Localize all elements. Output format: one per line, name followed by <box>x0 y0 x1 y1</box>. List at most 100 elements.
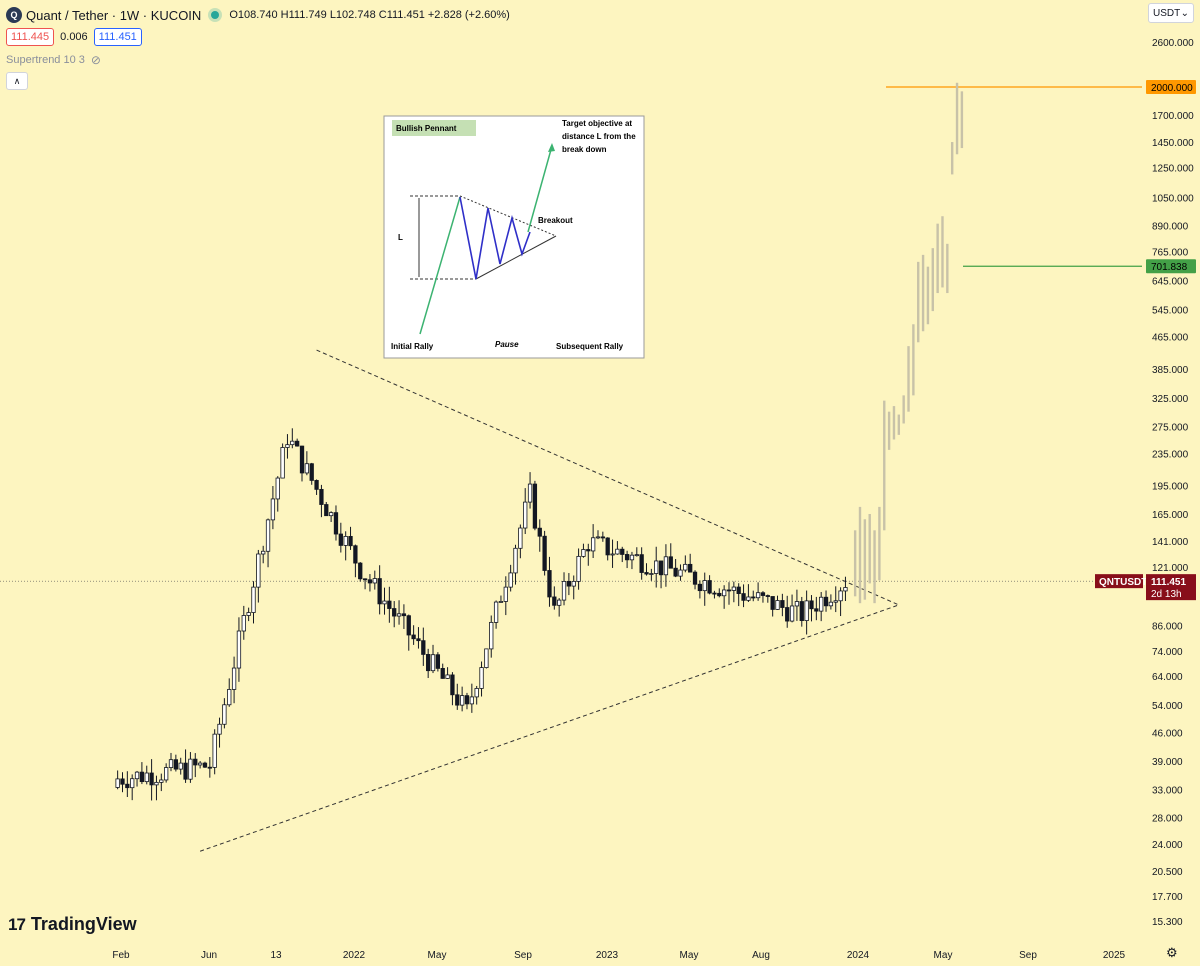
candle[interactable] <box>469 683 474 713</box>
candle[interactable] <box>164 763 169 783</box>
candle[interactable] <box>731 581 736 603</box>
currency-select[interactable]: USDT ⌄ <box>1148 3 1194 23</box>
candle[interactable] <box>794 589 800 621</box>
candle[interactable] <box>624 550 630 569</box>
candle[interactable] <box>537 519 542 552</box>
candle[interactable] <box>508 564 513 592</box>
candle[interactable] <box>770 596 775 617</box>
candle[interactable] <box>721 585 727 609</box>
candle[interactable] <box>605 537 610 561</box>
candle[interactable] <box>343 531 348 561</box>
candle[interactable] <box>387 586 392 623</box>
candle[interactable] <box>498 595 504 603</box>
triangle-lower-line[interactable] <box>199 604 899 852</box>
candle[interactable] <box>154 775 159 801</box>
candle[interactable] <box>566 573 572 596</box>
candle[interactable] <box>600 531 605 542</box>
candle[interactable] <box>707 575 712 595</box>
triangle-upper-line[interactable] <box>316 349 900 606</box>
candle[interactable] <box>547 556 552 607</box>
candle[interactable] <box>377 565 382 615</box>
candle[interactable] <box>542 530 547 576</box>
candle[interactable] <box>421 627 426 666</box>
candle[interactable] <box>799 596 804 627</box>
symbol-title[interactable]: Quant / Tether · 1W · KUCOIN <box>26 7 202 23</box>
candle[interactable] <box>115 770 120 790</box>
candle[interactable] <box>430 644 436 674</box>
candle[interactable] <box>241 605 246 640</box>
candle[interactable] <box>479 661 484 697</box>
candle[interactable] <box>246 607 251 622</box>
candle[interactable] <box>746 584 751 602</box>
candle[interactable] <box>411 625 416 645</box>
candle[interactable] <box>348 526 353 550</box>
candle[interactable] <box>557 598 562 617</box>
candle[interactable] <box>445 667 450 679</box>
gear-icon[interactable]: ⚙ <box>1166 945 1178 960</box>
candle[interactable] <box>207 757 212 778</box>
candle[interactable] <box>741 584 746 608</box>
candle[interactable] <box>814 596 819 621</box>
candle[interactable] <box>125 771 130 798</box>
candle[interactable] <box>159 773 164 792</box>
candle[interactable] <box>275 476 280 512</box>
candle[interactable] <box>755 582 761 601</box>
candle[interactable] <box>280 443 285 479</box>
candle[interactable] <box>333 505 339 541</box>
candle[interactable] <box>183 749 188 783</box>
candle[interactable] <box>663 544 669 587</box>
candle[interactable] <box>654 546 659 588</box>
candle[interactable] <box>319 484 324 518</box>
candle[interactable] <box>362 578 368 590</box>
candle[interactable] <box>833 586 838 613</box>
candle[interactable] <box>668 543 673 569</box>
buy-price-button[interactable]: 111.451 <box>93 28 142 46</box>
candle[interactable] <box>503 576 508 616</box>
candle[interactable] <box>265 518 271 568</box>
candle[interactable] <box>590 524 596 559</box>
candle[interactable] <box>261 545 266 564</box>
candle[interactable] <box>493 600 499 629</box>
candle[interactable] <box>358 562 363 582</box>
candle[interactable] <box>712 590 717 599</box>
candle[interactable] <box>634 547 639 557</box>
candle[interactable] <box>586 543 591 566</box>
candle[interactable] <box>270 486 276 530</box>
candle[interactable] <box>139 762 145 785</box>
candle[interactable] <box>372 570 377 590</box>
candle[interactable] <box>532 480 538 531</box>
candle[interactable] <box>464 692 470 710</box>
candle[interactable] <box>440 663 445 679</box>
candle[interactable] <box>775 595 780 610</box>
candle[interactable] <box>760 591 766 603</box>
candle[interactable] <box>785 595 790 628</box>
candle[interactable] <box>173 754 179 772</box>
candle[interactable] <box>688 553 693 573</box>
candle[interactable] <box>561 572 567 606</box>
candle[interactable] <box>595 530 601 540</box>
candle[interactable] <box>193 753 198 778</box>
candle[interactable] <box>843 576 848 601</box>
indicator-legend[interactable]: Supertrend 10 3 ⊘ <box>6 53 101 67</box>
candle[interactable] <box>484 648 489 669</box>
candle[interactable] <box>513 544 518 585</box>
sell-price-button[interactable]: 111.445 <box>6 28 55 46</box>
candle[interactable] <box>789 594 795 623</box>
candle[interactable] <box>751 590 756 602</box>
candle[interactable] <box>610 539 615 568</box>
candle[interactable] <box>285 434 290 459</box>
candle[interactable] <box>765 594 770 603</box>
candle[interactable] <box>338 522 343 553</box>
candle[interactable] <box>401 604 407 629</box>
collapse-icon[interactable]: ∧ <box>6 72 28 90</box>
candle[interactable] <box>455 683 460 710</box>
candle[interactable] <box>527 472 533 509</box>
candle[interactable] <box>819 592 824 622</box>
candle[interactable] <box>144 765 149 785</box>
candle[interactable] <box>489 615 494 658</box>
candle[interactable] <box>168 752 174 772</box>
candle[interactable] <box>649 568 654 581</box>
candle[interactable] <box>212 729 217 775</box>
candle[interactable] <box>804 590 809 635</box>
